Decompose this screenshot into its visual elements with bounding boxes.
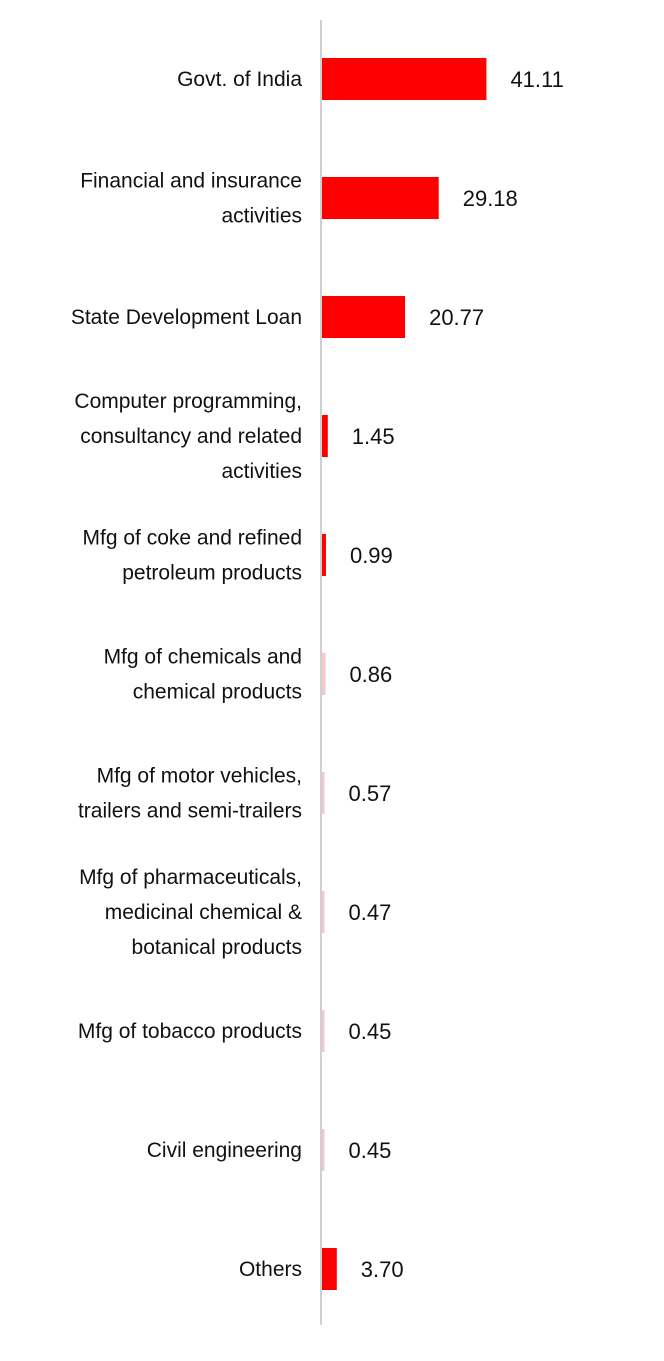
data-label: 29.18 [463,186,518,211]
category-label: Civil engineering [147,1139,302,1162]
category-label-line: botanical products [132,936,302,959]
category-label: Mfg of pharmaceuticals, medicinal chemica… [79,866,302,959]
data-label: 3.70 [361,1257,404,1282]
data-label: 0.45 [349,1138,392,1163]
category-label-line: Mfg of pharmaceuticals, [79,866,302,889]
data-label: 0.57 [349,781,392,806]
category-label-line: petroleum products [122,562,302,585]
category-label-line: Mfg of chemicals and [104,646,302,669]
category-label: Others [239,1258,302,1281]
category-label-line: trailers and semi-trailers [78,800,302,823]
category-label-line: Civil engineering [147,1139,302,1162]
category-label: Computer programming, consultancy and rel… [74,390,302,483]
data-label: 1.45 [352,424,395,449]
category-label-line: Govt. of India [177,68,302,91]
data-label: 20.77 [429,305,484,330]
category-label: Govt. of India [177,68,302,91]
data-label: 41.11 [510,67,563,92]
bar [322,653,326,695]
data-label: 0.86 [349,662,392,687]
category-label: Mfg of motor vehicles, trailers and semi-… [78,765,302,823]
category-label-line: activities [221,205,302,228]
data-label: 0.47 [349,900,392,925]
category-label-line: chemical products [133,681,302,704]
bar [322,1129,325,1171]
bar [322,415,328,457]
category-label-line: Computer programming, [74,390,302,413]
category-label: Mfg of coke and refined petroleum product… [83,527,302,585]
category-label: State Development Loan [71,306,302,329]
bar [322,58,487,100]
bar [322,891,325,933]
category-label: Financial and insurance activities [80,170,302,228]
category-label-line: activities [221,460,302,483]
bar [322,772,325,814]
category-label-line: Others [239,1258,302,1281]
labels-layer: Govt. of India 41.11 Financial and insuran… [71,67,564,1282]
bars-layer [322,58,487,1290]
bar [322,1010,325,1052]
category-label-line: State Development Loan [71,306,302,329]
category-label-line: Mfg of tobacco products [78,1020,302,1043]
category-label-line: medicinal chemical & [105,901,302,924]
category-label: Mfg of tobacco products [78,1020,302,1043]
data-label: 0.45 [349,1019,392,1044]
category-label: Mfg of chemicals and chemical products [104,646,302,704]
category-label-line: Financial and insurance [80,170,302,193]
bar [322,534,326,576]
category-label-line: Mfg of motor vehicles, [97,765,302,788]
bar [322,296,406,338]
bar [322,177,439,219]
category-label-line: Mfg of coke and refined [83,527,302,550]
data-label: 0.99 [350,543,393,568]
bar [322,1248,337,1290]
category-label-line: consultancy and related [80,425,302,448]
